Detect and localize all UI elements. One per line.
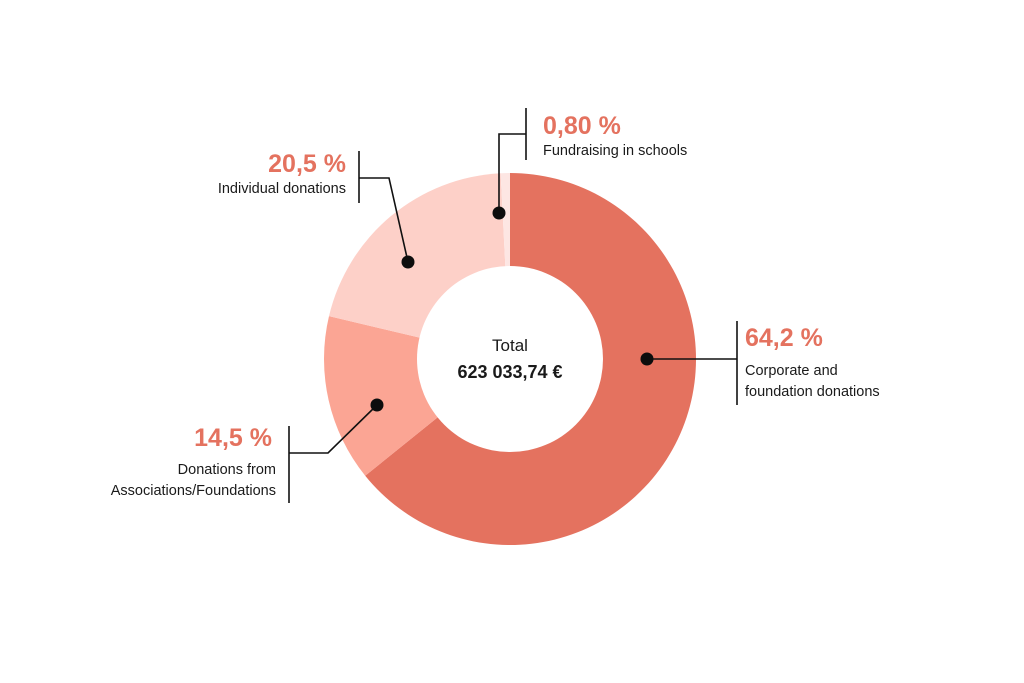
category-label: foundation donations bbox=[745, 384, 880, 400]
center-title: Total bbox=[492, 336, 528, 355]
annotation-individual: 20,5 % Individual donations bbox=[218, 150, 415, 269]
category-label: Donations from bbox=[178, 462, 276, 478]
leader-line bbox=[498, 133, 526, 213]
annotation-schools: 0,80 % Fundraising in schools bbox=[492, 108, 687, 220]
slice-marker-dot bbox=[370, 398, 384, 412]
category-label: Associations/Foundations bbox=[111, 483, 276, 499]
slice-marker-dot bbox=[401, 255, 415, 269]
percent-label: 14,5 % bbox=[194, 424, 272, 452]
percent-label: 20,5 % bbox=[268, 150, 346, 178]
percent-label: 0,80 % bbox=[543, 112, 621, 140]
annotation-associations-foundations: 14,5 % Donations from Associations/Foundat… bbox=[111, 398, 384, 503]
category-label: Fundraising in schools bbox=[543, 143, 687, 159]
donut-hole bbox=[417, 266, 603, 452]
leader-line bbox=[289, 404, 378, 454]
slice-marker-dot bbox=[492, 206, 506, 220]
category-label: Individual donations bbox=[218, 181, 346, 197]
slice-annotations: 64,2 % Corporate and foundation donations 1… bbox=[111, 108, 880, 503]
leader-line bbox=[359, 177, 409, 263]
percent-label: 64,2 % bbox=[745, 324, 823, 352]
annotation-corporate-foundation: 64,2 % Corporate and foundation donations bbox=[640, 321, 880, 405]
category-label: Corporate and bbox=[745, 363, 838, 379]
center-total-value: 623 033,74 € bbox=[457, 362, 562, 382]
slice-marker-dot bbox=[640, 352, 654, 366]
